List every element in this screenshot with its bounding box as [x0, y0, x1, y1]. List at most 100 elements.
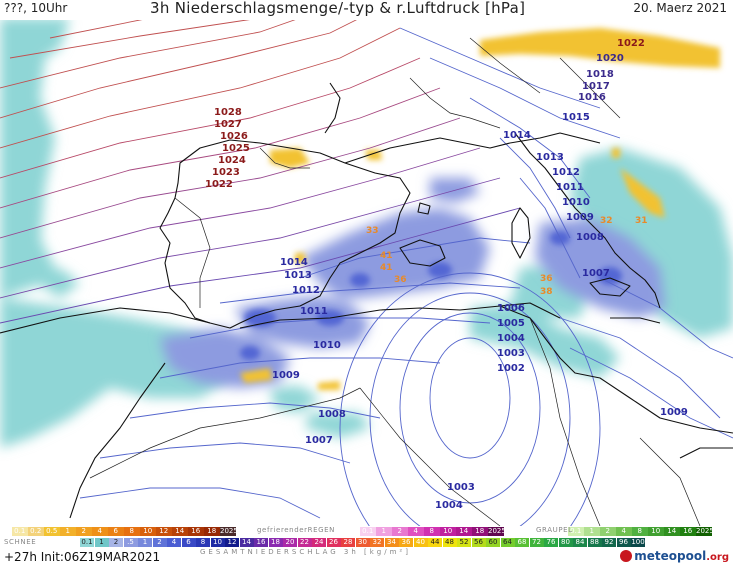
isobar-label: 1009 [272, 370, 300, 381]
legend-swatch: 0.1 [360, 527, 376, 536]
legend-swatch: 8 [632, 527, 648, 536]
legend-swatch: 4 [616, 527, 632, 536]
snow-field-atlantic [0, 18, 370, 448]
isobar-label: 1027 [214, 119, 242, 130]
isobar-label: 1005 [497, 318, 525, 329]
isobar-label: 1010 [562, 197, 590, 208]
isobar-label: 1015 [562, 112, 590, 123]
point-value-label: 36 [540, 274, 553, 284]
legend-swatch: 10 [648, 527, 664, 536]
isobar-label: 1008 [318, 409, 346, 420]
legend-swatch: 0.2 [28, 527, 44, 536]
isobar-label: 1009 [660, 407, 688, 418]
legend-swatch: 1 [60, 527, 76, 536]
legend-swatch: 2 [152, 538, 167, 547]
point-value-label: 32 [600, 216, 613, 226]
weather-map: 1028102710261025102410231022102210201018… [0, 18, 733, 526]
brand-name: meteopool [634, 549, 707, 563]
legend-swatch: 0.1 [568, 527, 584, 536]
isobar-label: 1014 [503, 130, 531, 141]
legend-swatch: 44 [428, 538, 442, 547]
freezing-rain-field [240, 28, 720, 390]
isobar-label: 1010 [313, 340, 341, 351]
legend-swatch: 30 [355, 538, 370, 547]
legend-swatch: 1 [376, 527, 392, 536]
isobar-label: 1017 [582, 81, 610, 92]
borders [89, 37, 701, 526]
isobar-label: 1004 [497, 333, 525, 344]
isobar-label: 1020 [596, 53, 624, 64]
legend-swatch: 14 [664, 527, 680, 536]
isobar-lines-central [79, 27, 621, 519]
legend-swatch: 72 [529, 538, 544, 547]
legend-swatch: 84 [573, 538, 587, 547]
legend-swatch: 4 [167, 538, 181, 547]
legend-swatch: 18 [268, 538, 283, 547]
legend-swatch: 68 [515, 538, 529, 547]
brand-logo[interactable]: meteopool.org [620, 549, 729, 563]
legend-swatch: 92 [602, 538, 616, 547]
isobar-label: 1025 [222, 143, 250, 154]
isobar-label: 1018 [586, 69, 614, 80]
legend-swatch: .5 [123, 538, 138, 547]
legend-swatch: 18 [472, 527, 488, 536]
isobar-label: 1013 [536, 152, 564, 163]
legend-swatch: 22 [297, 538, 312, 547]
legend-swatch: 4 [92, 527, 108, 536]
point-value-label: 33 [366, 226, 379, 236]
map-legend: 0.1 0.2 0.5 1 2 4 6 8 10 12 14 16 18 2025+ 0.1 1 2 4 8 10 1… [0, 526, 733, 566]
isobar-label: 1008 [576, 232, 604, 243]
isobar-label: 1023 [212, 167, 240, 178]
legend-swatch: 60 [486, 538, 500, 547]
isobar-label: 1014 [280, 257, 308, 268]
legend-swatch: 0.1 [12, 527, 28, 536]
isobar-label: 1022 [205, 179, 233, 190]
legend-swatch: 64 [500, 538, 515, 547]
legend-swatch: 16 [188, 527, 204, 536]
legend-swatch: 12 [156, 527, 172, 536]
legend-swatch: 34 [384, 538, 399, 547]
legend-swatch: 14 [172, 527, 188, 536]
isobar-labels: 1028102710261025102410231022102210201018… [205, 38, 688, 511]
legend-swatch: 2 [600, 527, 616, 536]
legend-swatch: 6 [181, 538, 196, 547]
isobar-label: 1004 [435, 500, 463, 511]
legend-swatch: 14 [456, 527, 472, 536]
isobar-label: 1003 [447, 482, 475, 493]
legend-swatch: 48 [442, 538, 457, 547]
legend-swatch: 1 [94, 538, 109, 547]
legend-swatch: 8 [196, 538, 210, 547]
legend-swatch: 10 [210, 538, 225, 547]
isobar-label: 1006 [497, 303, 525, 314]
snow-label: SCHNEE [4, 538, 37, 546]
legend-swatch: 80 [558, 538, 573, 547]
isobar-label: 1026 [220, 131, 248, 142]
legend-swatch: 2 [76, 527, 92, 536]
legend-swatch: 32 [370, 538, 384, 547]
coastlines [0, 82, 733, 519]
legend-swatch: 10 [440, 527, 456, 536]
legend-swatch: 28 [341, 538, 355, 547]
legend-swatch: 8 [424, 527, 440, 536]
legend-swatch: 2025+ [696, 527, 720, 536]
point-value-label: 31 [635, 216, 648, 226]
legend-swatch: 52 [457, 538, 471, 547]
isobar-label: 1012 [552, 167, 580, 178]
init-time-label: +27h Init:06Z19MAR2021 [4, 550, 161, 564]
meteopool-logo-icon [620, 550, 633, 562]
isobar-label: 1012 [292, 285, 320, 296]
legend-swatch: 4 [408, 527, 424, 536]
isobar-lines-west [0, 18, 521, 324]
total-precip-label: GESAMTNIEDERSCHLAG 3h [kg/m²] [200, 548, 411, 556]
legend-swatch: 2025+ [488, 527, 512, 536]
legend-swatch: 100 [631, 538, 645, 547]
valid-time-label: ???, 10Uhr [4, 1, 68, 15]
legend-swatch: 26 [326, 538, 341, 547]
isobar-label: 1022 [617, 38, 645, 49]
legend-swatch: 2025+ [220, 527, 244, 536]
legend-swatch: 76 [544, 538, 558, 547]
legend-swatch: 16 [254, 538, 268, 547]
legend-swatch: 96 [616, 538, 631, 547]
legend-swatch: 24 [312, 538, 326, 547]
